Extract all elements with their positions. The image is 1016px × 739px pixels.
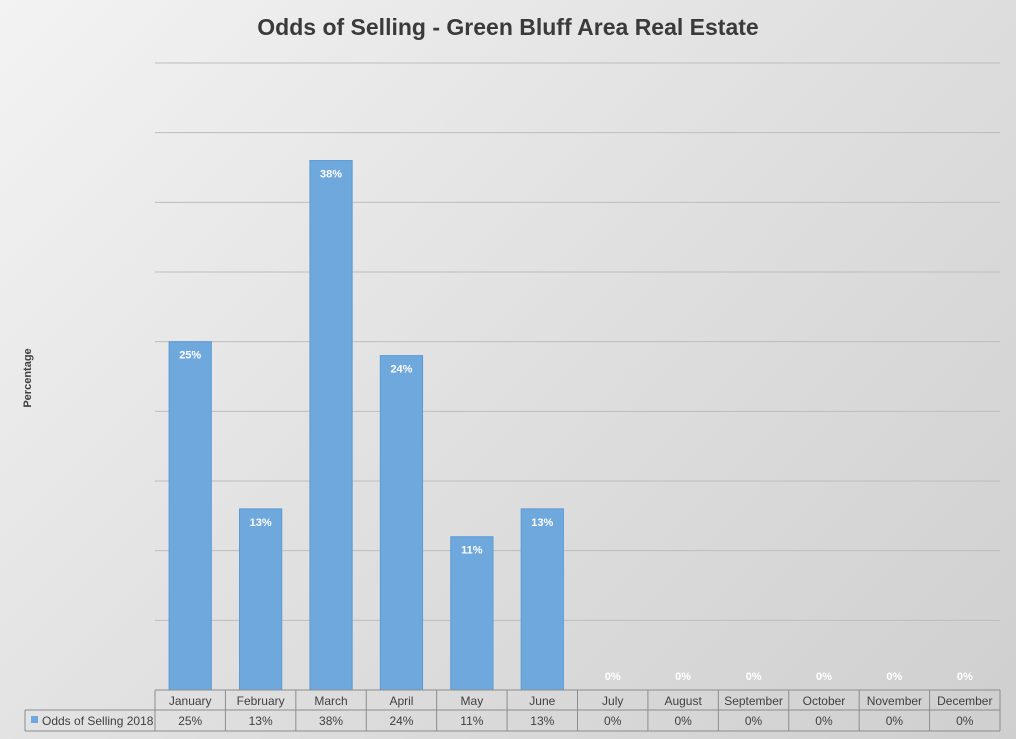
bar-march xyxy=(309,160,353,691)
bar-may xyxy=(450,536,494,691)
table-value: 0% xyxy=(604,714,622,728)
data-label: 0% xyxy=(957,671,973,683)
chart-title: Odds of Selling - Green Bluff Area Real … xyxy=(257,14,759,40)
x-tick-label: November xyxy=(867,694,922,708)
data-label: 0% xyxy=(886,671,902,683)
table-value: 38% xyxy=(319,714,343,728)
x-tick-label: May xyxy=(461,694,484,708)
table-value: 13% xyxy=(530,714,554,728)
table-value: 0% xyxy=(886,714,904,728)
data-label: 13% xyxy=(531,517,553,529)
data-label: 0% xyxy=(675,671,691,683)
table-value: 25% xyxy=(178,714,202,728)
bar-january xyxy=(168,341,212,691)
x-tick-label: January xyxy=(169,694,212,708)
table-value: 24% xyxy=(389,714,413,728)
data-label: 25% xyxy=(179,350,201,362)
table-value: 0% xyxy=(956,714,974,728)
x-tick-label: July xyxy=(602,694,623,708)
bar-june xyxy=(520,508,564,691)
table-value: 0% xyxy=(745,714,763,728)
data-label: 24% xyxy=(390,364,412,376)
x-tick-label: April xyxy=(389,694,413,708)
data-label: 13% xyxy=(250,517,272,529)
table-value: 0% xyxy=(815,714,833,728)
bar-april xyxy=(379,355,424,691)
data-label: 0% xyxy=(605,671,621,683)
x-tick-label: August xyxy=(664,694,702,708)
table-value: 0% xyxy=(674,714,692,728)
x-tick-label: October xyxy=(803,694,846,708)
x-tick-label: June xyxy=(529,694,555,708)
legend-series-name: Odds of Selling 2018 xyxy=(42,714,154,728)
bar-february xyxy=(239,508,283,691)
x-tick-label: December xyxy=(937,694,992,708)
data-label: 0% xyxy=(816,671,832,683)
table-value: 13% xyxy=(249,714,273,728)
x-tick-label: March xyxy=(314,694,347,708)
x-tick-label: September xyxy=(724,694,783,708)
data-label: 11% xyxy=(461,545,483,557)
legend-swatch xyxy=(31,716,38,723)
table-value: 11% xyxy=(460,714,483,728)
x-tick-label: February xyxy=(237,694,285,708)
data-label: 0% xyxy=(746,671,762,683)
data-label: 38% xyxy=(320,169,342,181)
